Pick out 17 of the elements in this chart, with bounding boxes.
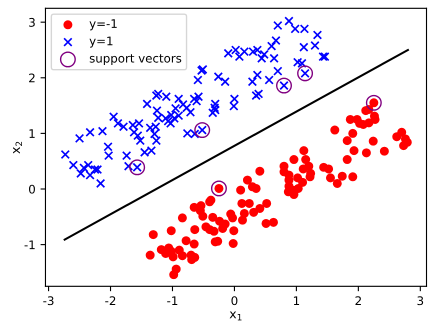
legend-label: support vectors	[90, 54, 182, 65]
x-axis-title: x$_{1}$	[230, 311, 242, 320]
y-axis-title: x$_{2}$	[13, 142, 22, 154]
y-tick-label: -1	[24, 240, 35, 250]
y-tick-label: 0	[29, 184, 35, 194]
x-tick-label: -1	[167, 296, 178, 306]
y-tick-label: 1	[30, 129, 35, 138]
legend-label: y=-1	[90, 19, 117, 30]
x-tick-label: 0	[231, 296, 238, 306]
y-tick-label: 2	[29, 74, 35, 82]
legend-label: y=1	[90, 36, 112, 48]
x-tick-label: -2	[105, 296, 116, 306]
y-tick-label: 3	[29, 18, 35, 27]
x-tick-label: 3	[417, 296, 424, 306]
x-tick-label: -3	[43, 296, 54, 306]
x-tick-label: 1	[294, 296, 300, 306]
x-tick-label: 2	[355, 296, 361, 306]
